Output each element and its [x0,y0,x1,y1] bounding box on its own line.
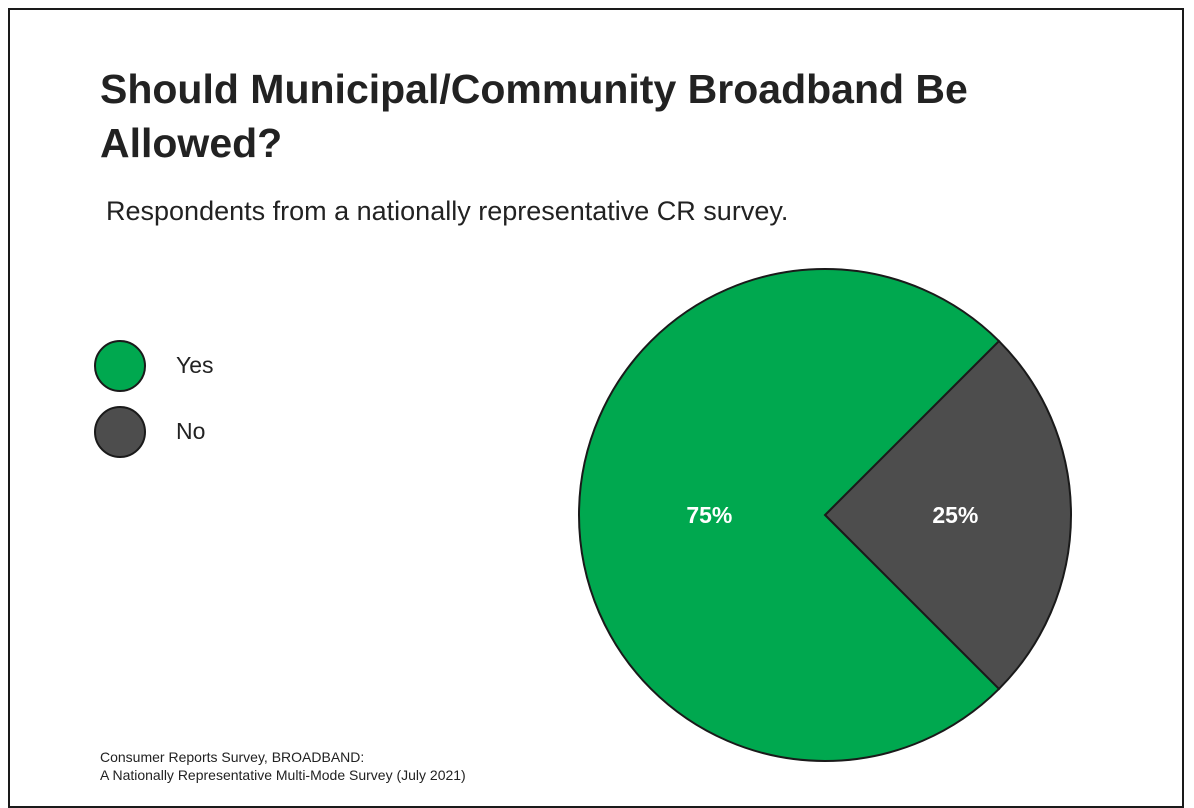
pie-slice-no [823,339,1072,691]
source-note: Consumer Reports Survey, BROADBAND: A Na… [100,748,466,784]
pie-slice-yes [578,268,1001,762]
chart-title: Should Municipal/Community Broadband Be … [100,66,968,166]
legend-item-no: No [94,406,334,466]
legend: Yes No [94,340,334,472]
source-line-2: A Nationally Representative Multi-Mode S… [100,767,466,783]
legend-item-yes: Yes [94,340,334,400]
legend-label-yes: Yes [176,352,214,378]
legend-swatch-no [94,406,146,458]
chart-subtitle: Respondents from a nationally representa… [106,196,789,226]
data-label-no: 25% [932,502,978,528]
legend-swatch-yes [94,340,146,392]
data-label-yes: 75% [686,502,732,528]
source-line-1: Consumer Reports Survey, BROADBAND: [100,749,365,765]
legend-label-no: No [176,418,206,444]
pie-chart: 25% 75% [578,268,1072,762]
